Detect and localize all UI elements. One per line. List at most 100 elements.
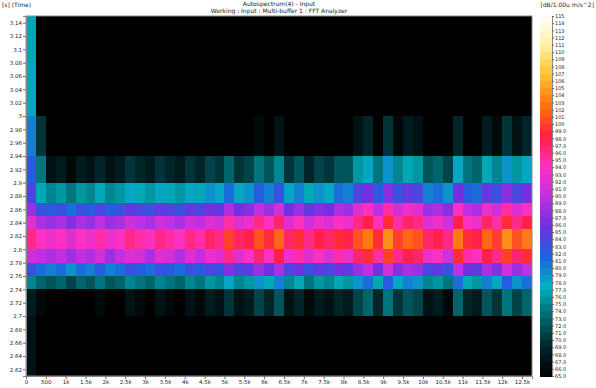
x-tick-label: 12k [498,379,509,385]
heatmap-cell [482,63,492,116]
heatmap-cell [343,183,353,203]
colorbar-swatch [540,124,552,132]
heatmap-cell [234,216,244,229]
heatmap-cell [463,16,473,63]
heatmap-cell [195,316,205,376]
heatmap-cell [185,63,195,116]
y-tick-label: 3 [19,113,23,119]
heatmap-cell [324,116,334,156]
heatmap-cell [413,156,423,183]
heatmap-cell [512,263,522,276]
colorbar-tick-label: 114 [555,20,565,26]
heatmap-cell [95,216,105,229]
heatmap-cell [165,116,175,156]
colorbar-tick: 76.0 [552,294,566,300]
heatmap-cell [244,216,254,229]
x-tick: 3k [142,376,149,385]
heatmap-cell [264,116,274,156]
heatmap-cell [423,16,433,63]
heatmap-cell [512,203,522,216]
x-tick: 12.5k [515,376,531,385]
heatmap-cell [264,276,274,289]
heatmap-cell [314,316,324,376]
heatmap-cell [343,316,353,376]
heatmap-cell [145,16,155,63]
heatmap-cell [522,63,532,116]
heatmap-cell [36,156,46,183]
colorbar-tick-label: 98.0 [555,136,566,142]
heatmap-cell [363,276,373,289]
x-axis: 05001k1.5k2k2.5k3k3.5k4k4.5k5k5.5k6k6.5k… [25,376,533,385]
heatmap-cell [324,316,334,376]
x-tick: 2.5k [120,376,133,385]
subtitle: Working : Input : Multi-buffer 1 : FFT A… [211,7,348,15]
colorbar-tick-label: 89.0 [555,200,566,206]
heatmap-cell [105,116,115,156]
colorbar-tick: 78.0 [552,280,566,286]
x-tick: 12k [498,376,509,385]
heatmap-cell [324,183,334,203]
heatmap-cell [205,203,215,216]
colorbar-tick: 73.0 [552,316,566,322]
heatmap-cell [274,156,284,183]
heatmap-cell [254,16,264,63]
colorbar-swatch [540,38,552,46]
colorbar-tick-mark [552,218,554,219]
heatmap-cell [115,116,125,156]
heatmap-cell [105,183,115,203]
heatmap-cell [86,316,96,376]
heatmap-cell [383,316,393,376]
colorbar-tick-mark [552,110,554,111]
y-tick-label: 2.64 [10,353,23,359]
colorbar-tick-label: 102 [555,107,565,113]
colorbar-tick-mark [552,117,554,118]
colorbar-tick: 68.0 [552,352,566,358]
heatmap-cell [205,316,215,376]
colorbar-tick-label: 105 [555,85,565,91]
heatmap-cell [274,289,284,316]
heatmap-cell [343,16,353,63]
y-tick: 2.82 [10,233,26,239]
heatmap-cell [433,276,443,289]
colorbar-swatch [540,138,552,146]
colorbar-swatch [540,102,552,110]
heatmap-cell [482,229,492,249]
heatmap-cell [185,229,195,249]
heatmap-cell [205,183,215,203]
heatmap-cell [185,316,195,376]
heatmap-cell [244,16,254,63]
heatmap-cell [502,289,512,316]
colorbar-tick-mark [552,225,554,226]
colorbar-tick-mark [552,131,554,132]
heatmap-cell [294,63,304,116]
colorbar-tick-label: 101 [555,114,565,120]
x-tick-label: 9k [380,379,387,385]
heatmap-cell [334,216,344,229]
colorbar-tick-mark [552,174,554,175]
heatmap-cell [383,156,393,183]
heatmap-cell [36,316,46,376]
heatmap-cell [185,116,195,156]
heatmap-cell [403,249,413,262]
heatmap-cell [383,183,393,203]
heatmap-cell [304,16,314,63]
colorbar-tick: 101 [552,114,565,120]
colorbar-tick-label: 103 [555,100,565,106]
heatmap-cell [324,263,334,276]
heatmap-cell [175,229,185,249]
y-tick: 2.62 [10,367,26,373]
colorbar-tick-label: 82.0 [555,251,566,257]
heatmap-cell [284,63,294,116]
heatmap-cell [195,203,205,216]
colorbar-tick: 115 [552,13,565,19]
heatmap-cell [363,249,373,262]
heatmap-cell [383,229,393,249]
plot-frame [26,16,532,376]
x-tick-label: 8.5k [358,379,371,385]
colorbar-tick-mark [552,88,554,89]
heatmap-cell [343,116,353,156]
y-tick: 3.02 [10,100,26,106]
heatmap-cell [264,203,274,216]
heatmap-cell [254,249,264,262]
colorbar-tick-mark [552,275,554,276]
